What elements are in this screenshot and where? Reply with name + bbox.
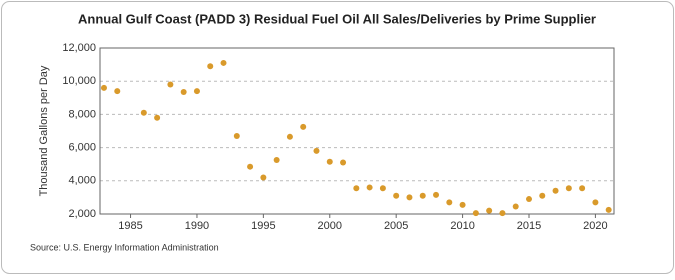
- x-tick-label: 2015: [517, 220, 541, 232]
- y-tick-label: 10,000: [62, 75, 96, 87]
- y-tick-label: 8,000: [68, 108, 96, 120]
- y-tick-label: 6,000: [68, 142, 96, 154]
- x-tick-label: 1995: [251, 220, 275, 232]
- point: [486, 207, 493, 214]
- point: [100, 84, 107, 91]
- point: [525, 196, 532, 203]
- point: [406, 194, 413, 201]
- point: [220, 59, 227, 66]
- y-axis-label: Thousand Gallons per Day: [38, 65, 50, 196]
- chart-title: Annual Gulf Coast (PADD 3) Residual Fuel…: [78, 11, 596, 26]
- x-tick-label: 2005: [384, 220, 408, 232]
- point: [605, 206, 612, 213]
- point: [565, 185, 572, 192]
- point: [459, 201, 466, 208]
- point: [207, 63, 214, 70]
- point: [472, 210, 479, 217]
- y-tick-label: 2,000: [68, 208, 96, 220]
- x-tick-label: 1990: [185, 220, 209, 232]
- y-tick-label: 12,000: [62, 42, 96, 54]
- point: [366, 184, 373, 191]
- point: [340, 159, 347, 166]
- point: [446, 199, 453, 206]
- point: [393, 192, 400, 199]
- point: [180, 88, 187, 95]
- point: [313, 147, 320, 154]
- point: [379, 185, 386, 192]
- point: [140, 109, 147, 116]
- point: [154, 114, 161, 121]
- point: [592, 199, 599, 206]
- point: [247, 163, 254, 170]
- point: [233, 132, 240, 139]
- frame: [1, 1, 674, 274]
- point: [512, 203, 519, 210]
- point: [326, 158, 333, 165]
- point: [300, 123, 307, 130]
- point: [499, 210, 506, 217]
- source: Source: U.S. Energy Information Administ…: [30, 242, 219, 252]
- x-tick-label: 1985: [118, 220, 142, 232]
- point: [579, 185, 586, 192]
- plot-area: [99, 47, 615, 215]
- point: [552, 187, 559, 194]
- point: [353, 185, 360, 192]
- x-tick-label: 2010: [450, 220, 474, 232]
- x-tick-label: 2000: [318, 220, 342, 232]
- point: [193, 88, 200, 95]
- point: [167, 81, 174, 88]
- y-tick-label: 4,000: [68, 175, 96, 187]
- point: [286, 133, 293, 140]
- point: [419, 192, 426, 199]
- point: [260, 174, 267, 181]
- point: [273, 157, 280, 164]
- point: [539, 192, 546, 199]
- point: [433, 191, 440, 198]
- x-tick-label: 2020: [583, 220, 607, 232]
- point: [114, 88, 121, 95]
